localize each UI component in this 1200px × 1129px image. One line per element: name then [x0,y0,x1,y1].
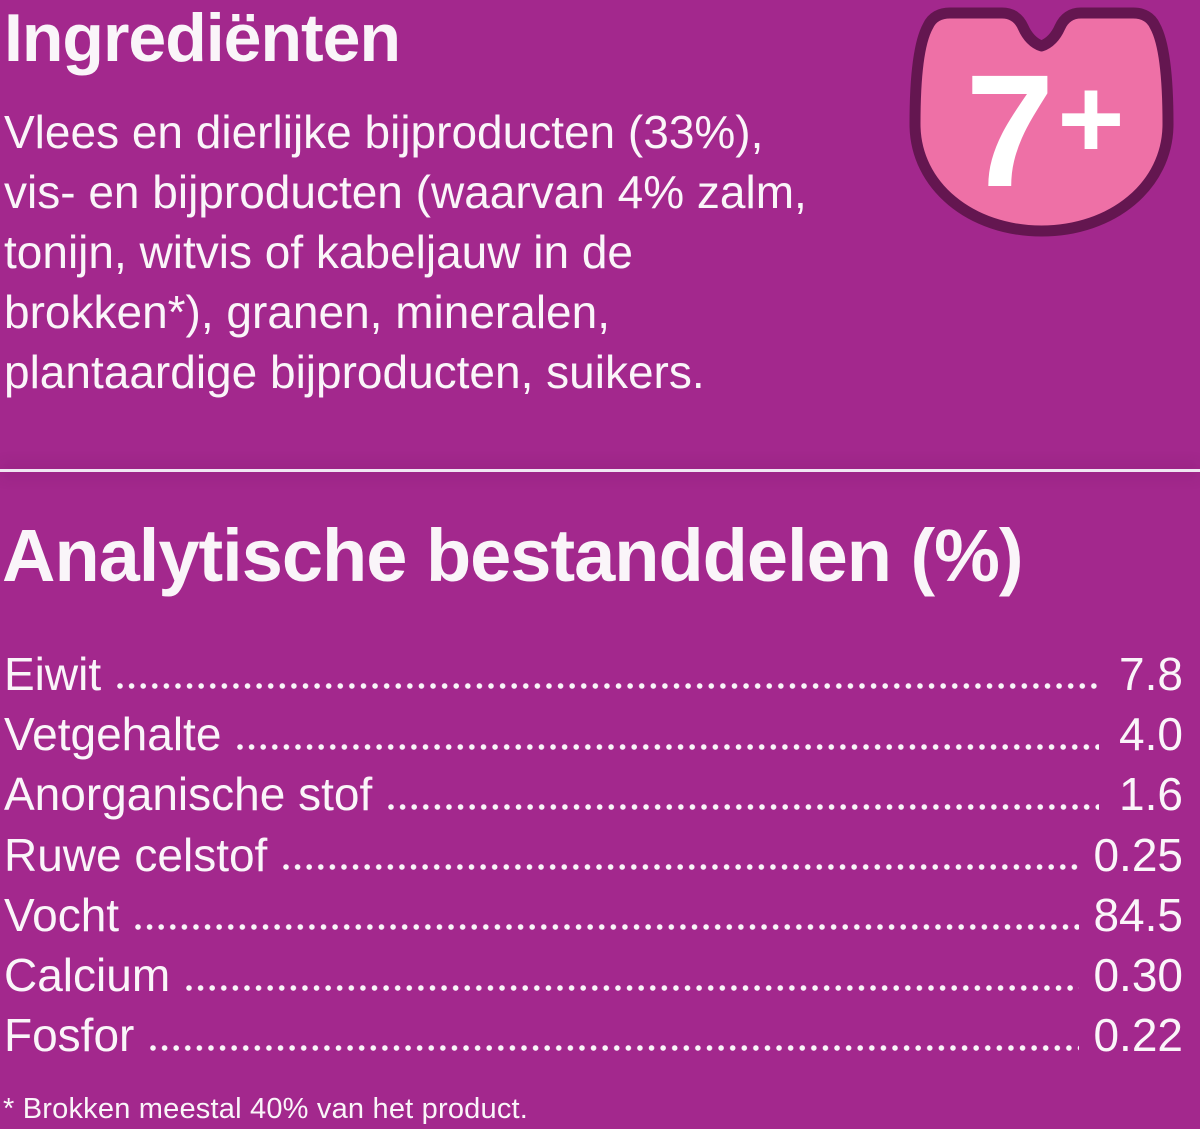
nutrient-label: Calcium [4,949,171,1002]
nutrient-value: 0.22 [1093,1009,1183,1062]
dot-leader [186,984,1080,991]
dot-leader [117,683,1099,690]
nutrient-label: Ruwe celstof [4,828,268,881]
age-badge: 7+ [903,0,1180,244]
table-row: Calcium 0.30 [4,940,1183,1000]
nutrient-label: Anorganische stof [4,768,373,821]
nutrient-label: Vetgehalte [4,707,222,760]
cat-head-icon: 7+ [909,7,1174,237]
dot-leader [283,864,1080,871]
table-row: Fosfor 0.22 [4,1001,1183,1061]
ingredients-line: vis- en bijproducten (waarvan 4% zalm, [4,166,807,218]
ingredients-line: Vlees en dierlijke bijproducten (33%), [4,106,764,158]
age-badge-label: 7+ [965,41,1124,220]
dot-leader [237,743,1099,750]
dot-leader [150,1045,1080,1052]
footnote: * Brokken meestal 40% van het product. [3,1093,529,1125]
ingredients-text: Vlees en dierlijke bijproducten (33%), v… [4,102,904,402]
nutrient-value: 0.30 [1093,949,1183,1002]
ingredients-line: brokken*), granen, mineralen, [4,286,610,338]
ingredients-line: tonijn, witvis of kabeljauw in de [4,226,633,278]
ingredients-title: Ingrediënten [4,0,401,76]
cat-head-shape [909,7,1174,237]
analysis-table: Eiwit 7.8 Vetgehalte 4.0 Anorganische st… [4,639,1183,1061]
nutrient-value: 0.25 [1093,828,1183,881]
table-row: Anorganische stof 1.6 [4,760,1183,820]
dot-leader [388,803,1099,810]
table-row: Eiwit 7.8 [4,639,1183,699]
analysis-title: Analytische bestanddelen (%) [2,514,1024,597]
table-row: Ruwe celstof 0.25 [4,820,1183,880]
nutrient-value: 84.5 [1093,888,1183,941]
table-row: Vetgehalte 4.0 [4,699,1183,759]
nutrient-value: 1.6 [1119,768,1183,821]
ingredients-line: plantaardige bijproducten, suikers. [4,346,705,398]
nutrient-value: 7.8 [1119,647,1183,700]
nutrient-value: 4.0 [1119,707,1183,760]
nutrient-label: Vocht [4,888,120,941]
section-divider [0,469,1200,472]
table-row: Vocht 84.5 [4,880,1183,940]
dot-leader [135,924,1080,931]
nutrient-label: Fosfor [4,1009,135,1062]
nutrient-label: Eiwit [4,647,102,700]
